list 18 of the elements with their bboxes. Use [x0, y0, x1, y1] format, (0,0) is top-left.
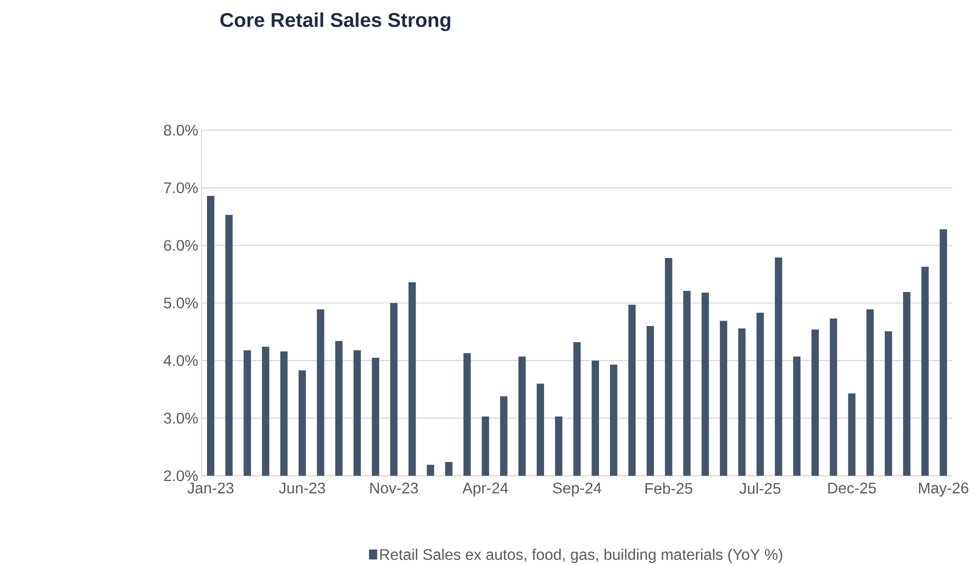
x-tick-label: Jun-23 — [279, 482, 326, 494]
legend-label: Retail Sales ex autos, food, gas, building materials (YoY %) — [380, 548, 782, 564]
y-tick-label: 2.0% — [164, 470, 198, 482]
x-tick-label: Jul-25 — [740, 482, 780, 494]
x-tick-label: Jan-23 — [187, 482, 234, 494]
x-tick-label: Feb-25 — [646, 482, 692, 494]
x-tick-label: Sep-24 — [552, 482, 602, 497]
y-tick-label: 3.0% — [164, 412, 198, 424]
y-tick-label: 6.0% — [164, 240, 198, 251]
y-tick-label: 8.0% — [164, 124, 198, 136]
y-tick-label: 5.0% — [164, 298, 198, 309]
x-tick-label: Nov-23 — [370, 482, 418, 494]
x-tick-label: Apr-24 — [462, 482, 508, 497]
x-tick-label: Dec-25 — [828, 482, 876, 494]
y-tick-label: 7.0% — [164, 182, 198, 194]
y-tick-label: 4.0% — [164, 355, 198, 366]
chart-title: Core Retail Sales Strong — [220, 12, 450, 32]
x-tick-label: May-26 — [919, 482, 968, 497]
